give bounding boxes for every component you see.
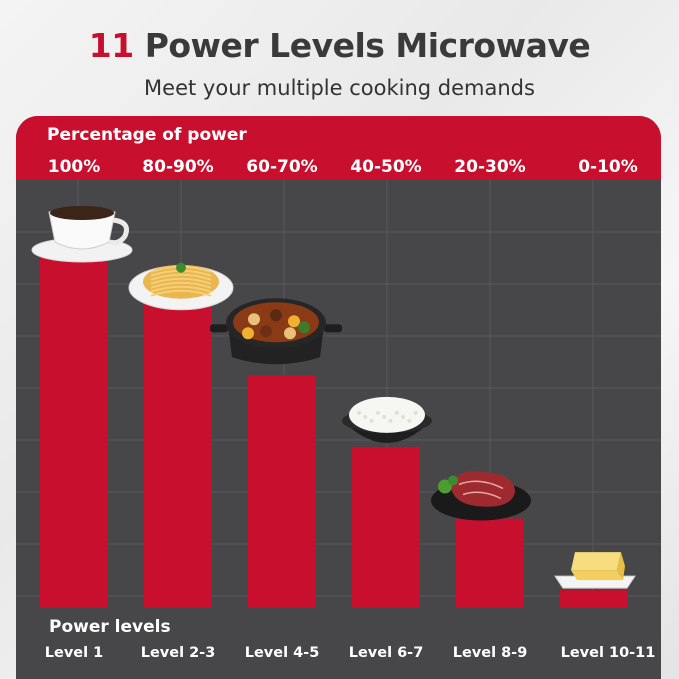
level-label: Level 6-7 xyxy=(348,645,424,661)
rice-bowl-icon xyxy=(342,396,432,443)
level-label: Level 1 xyxy=(44,645,104,661)
chart-panel: Percentage of power Power levels 100% 80-… xyxy=(16,116,661,679)
butter-dish-icon xyxy=(554,552,636,589)
steak-plate-icon xyxy=(431,471,531,521)
level-label: Level 8-9 xyxy=(452,645,528,661)
bar xyxy=(456,518,524,608)
bar xyxy=(144,303,212,608)
percentage-label: 0-10% xyxy=(578,157,638,177)
title-number: 11 xyxy=(88,26,134,65)
page-subtitle: Meet your multiple cooking demands xyxy=(144,76,535,100)
chart-header-band xyxy=(16,116,661,180)
bar xyxy=(352,446,420,608)
title-text: Power Levels Microwave xyxy=(144,26,591,65)
bar xyxy=(248,375,316,608)
coffee-cup-icon xyxy=(31,206,133,263)
level-label: Level 2-3 xyxy=(140,645,216,661)
top-axis-label: Percentage of power xyxy=(47,125,247,145)
page-title: 11 Power Levels Microwave xyxy=(0,26,679,65)
percentage-label: 20-30% xyxy=(454,157,526,177)
percentage-label: 40-50% xyxy=(350,157,422,177)
spaghetti-plate-icon xyxy=(128,262,234,311)
bar-chart xyxy=(16,180,661,608)
percentage-label: 80-90% xyxy=(142,157,214,177)
percentage-label: 100% xyxy=(47,157,101,177)
x-axis-label: Power levels xyxy=(49,617,171,637)
level-label: Level 4-5 xyxy=(244,645,320,661)
bar xyxy=(40,250,108,608)
bar xyxy=(560,590,628,608)
level-label: Level 10-11 xyxy=(560,645,656,661)
percentage-label: 60-70% xyxy=(246,157,318,177)
stew-pot-icon xyxy=(210,298,342,365)
